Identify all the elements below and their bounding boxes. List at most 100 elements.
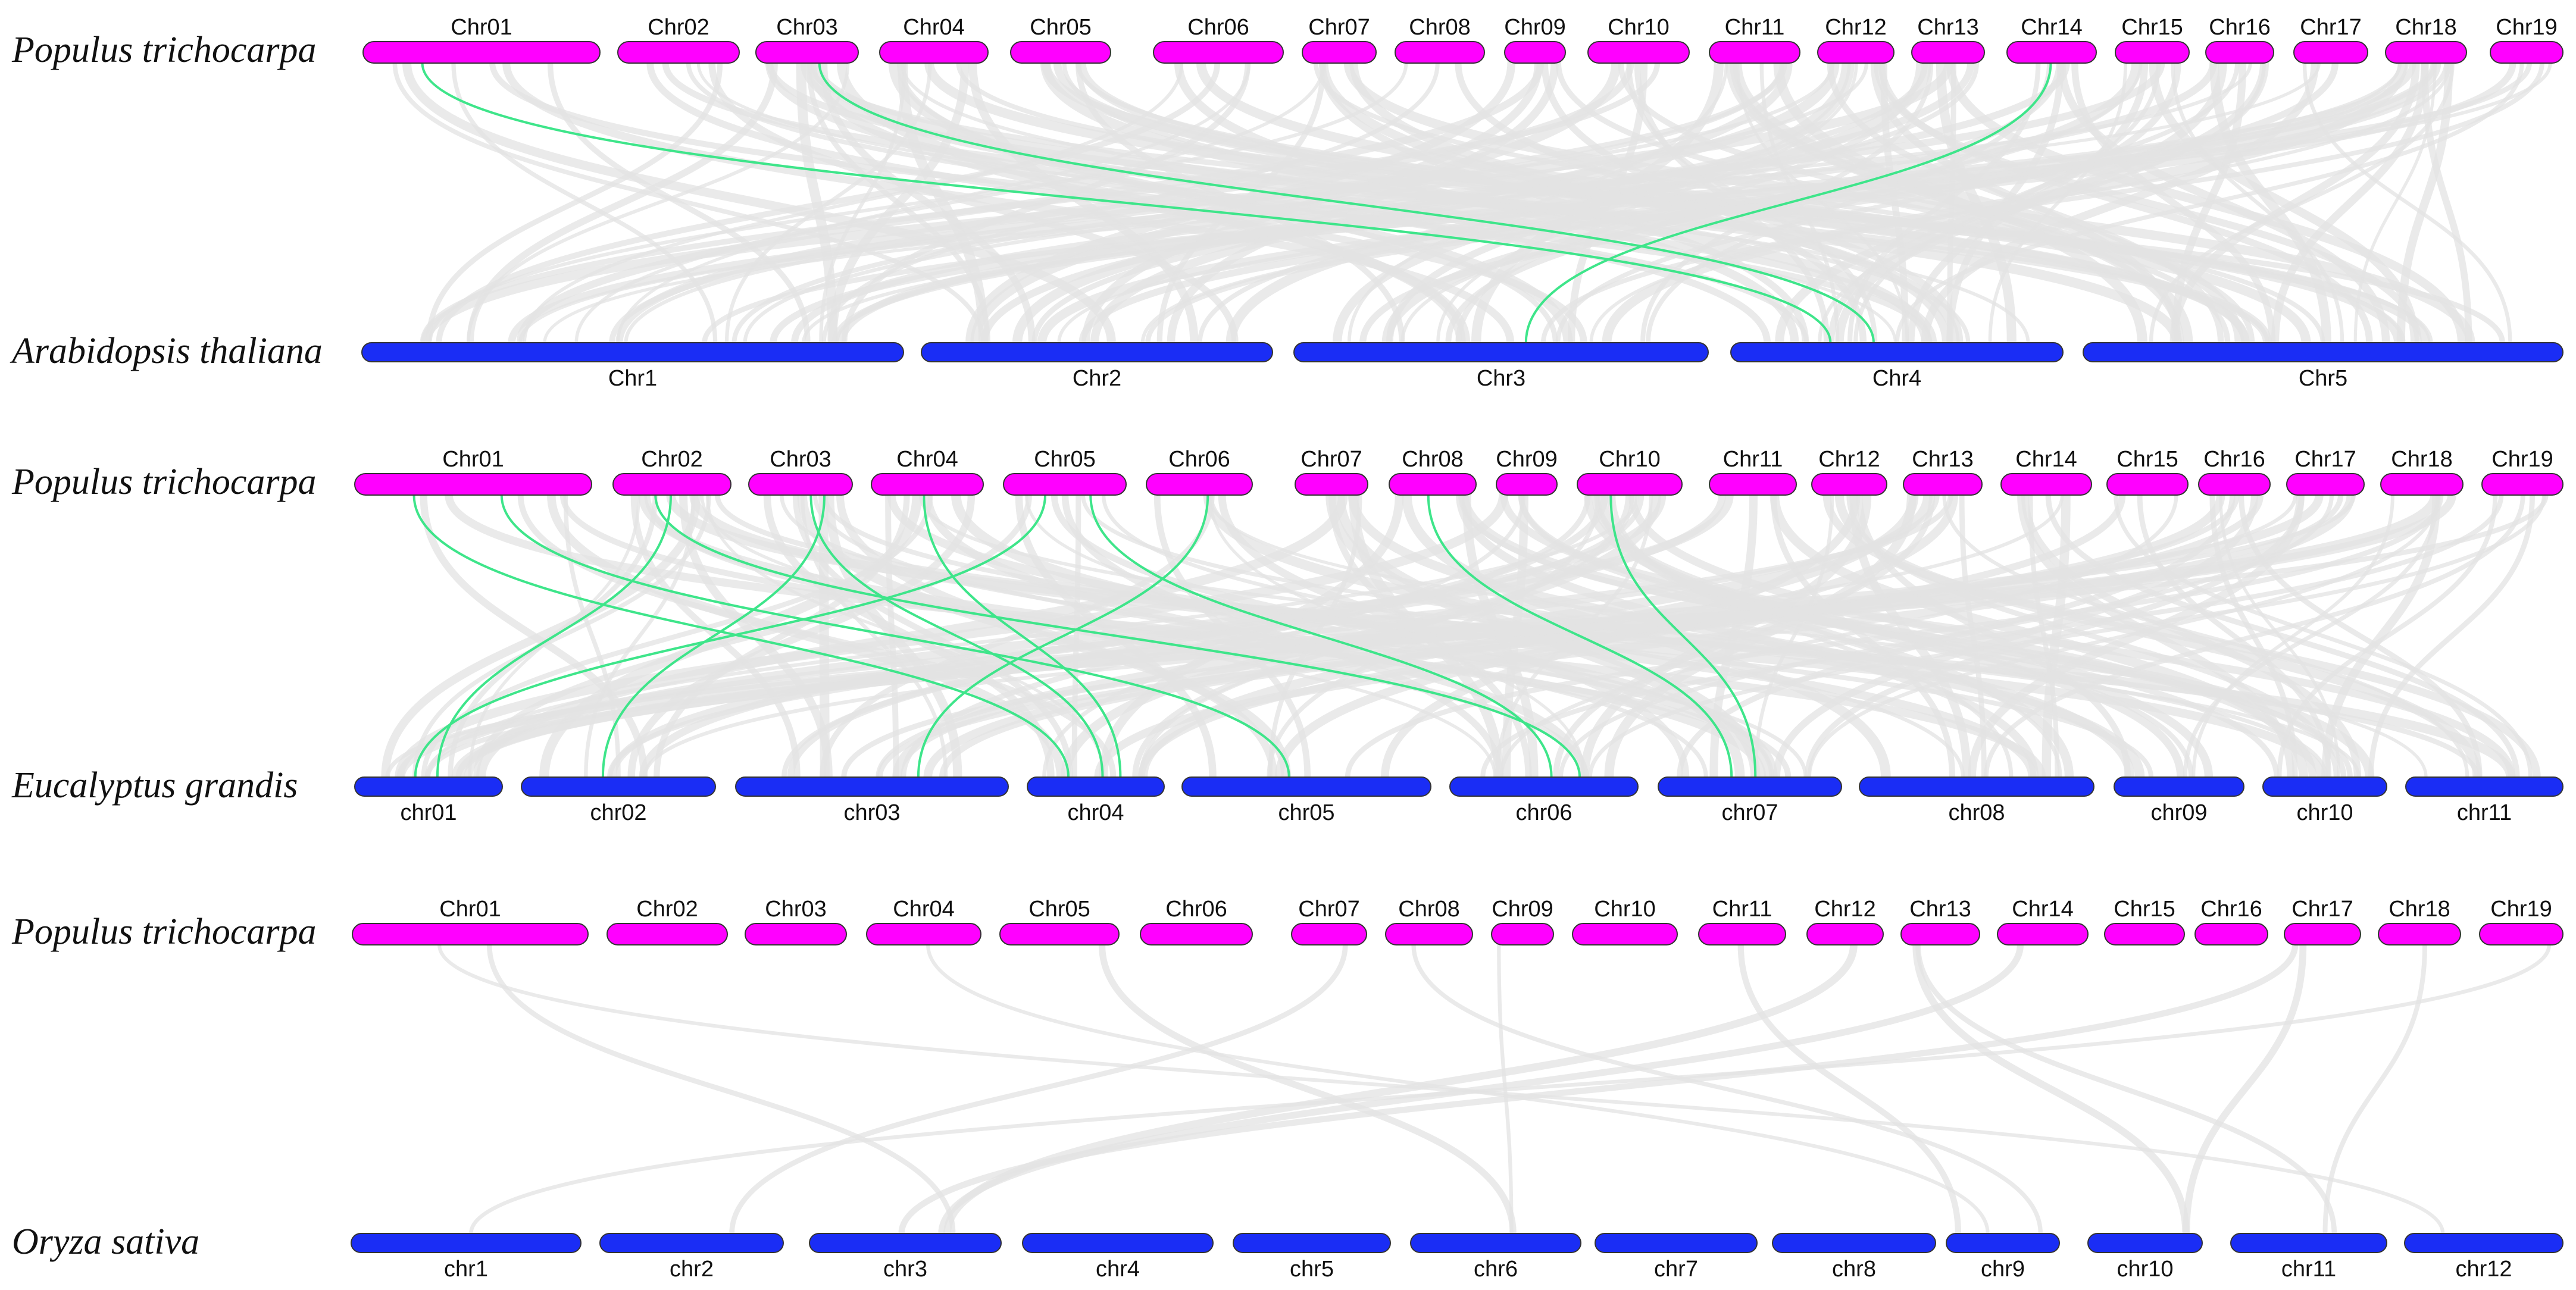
chromosome-label-bottom: chr03	[843, 800, 900, 825]
background-link	[2368, 492, 2536, 780]
background-link	[1753, 493, 1834, 779]
chromosome-label-top: Chr04	[896, 447, 958, 472]
chromosome-bar-top	[879, 41, 989, 64]
chromosome-bar-top	[1146, 473, 1253, 496]
chromosome-label-top: Chr03	[776, 15, 838, 40]
highlight-link	[809, 494, 1104, 778]
background-link	[836, 58, 1466, 347]
chromosome-label-bottom: Chr4	[1872, 366, 1921, 391]
chromosome-bar-top	[2380, 473, 2464, 496]
chromosome-bar-bottom	[1410, 1233, 1581, 1253]
chromosome-label-top: Chr08	[1398, 897, 1460, 922]
background-link	[1098, 941, 1517, 1237]
chromosome-bar-bottom	[1233, 1233, 1391, 1253]
chromosome-bar-top	[1295, 473, 1368, 496]
chromosome-bar-top	[2106, 473, 2189, 496]
chromosome-bar-bottom	[2083, 342, 2564, 362]
background-link	[2239, 492, 2483, 780]
chromosome-bar-top	[1709, 41, 1800, 64]
background-link	[1771, 491, 1956, 781]
background-link	[1912, 941, 2190, 1238]
background-link	[1606, 493, 2062, 779]
chromosome-label-bottom: Chr5	[2299, 366, 2347, 391]
highlight-link	[500, 494, 1290, 778]
chromosome-label-top: Chr01	[439, 897, 501, 922]
background-link	[2321, 490, 2441, 782]
highlight-link	[414, 494, 1047, 778]
chromosome-label-top: Chr17	[2291, 897, 2353, 922]
chromosome-label-bottom: chr02	[590, 800, 646, 825]
chromosome-label-bottom: chr5	[1290, 1257, 1334, 1282]
background-link	[2183, 941, 2307, 1237]
chromosome-bar-top	[2479, 923, 2564, 945]
chromosome-label-bottom: chr6	[1474, 1257, 1518, 1282]
chromosome-label-top: Chr02	[636, 897, 698, 922]
chromosome-label-top: Chr18	[2389, 897, 2450, 922]
chromosome-bar-top	[866, 923, 981, 945]
background-link	[1037, 58, 2441, 347]
highlight-link	[923, 494, 1122, 778]
chromosome-label-top: Chr05	[1030, 15, 1092, 40]
chromosome-bar-top	[2385, 41, 2467, 64]
chromosome-bar-bottom	[1730, 342, 2064, 362]
chromosome-label-top: Chr18	[2391, 447, 2453, 472]
background-link	[396, 490, 2324, 782]
background-link	[437, 943, 2445, 1236]
chromosome-label-bottom: chr05	[1278, 800, 1334, 825]
chromosome-label-top: Chr12	[1825, 15, 1887, 40]
background-link	[1805, 492, 2305, 780]
chromosome-bar-bottom	[1859, 776, 2094, 797]
background-links	[437, 941, 2552, 1238]
chromosome-bar-top	[745, 923, 847, 945]
background-link	[654, 491, 910, 781]
background-link	[1915, 942, 2337, 1236]
chromosome-label-top: Chr11	[1723, 447, 1783, 472]
chromosome-label-bottom: chr3	[883, 1257, 927, 1282]
chromosome-label-top: Chr19	[2496, 15, 2558, 40]
background-link	[486, 942, 956, 1236]
background-link	[1895, 61, 2524, 345]
synteny-panel-3: Populus trichocarpa Oryza sativa Chr01 Chr0…	[11, 897, 2564, 1282]
chromosome-bar-top	[2205, 41, 2274, 64]
chromosome-bar-bottom	[1293, 342, 1709, 362]
chromosome-bar-top	[617, 41, 740, 64]
chromosome-bar-top	[1698, 923, 1786, 945]
chromosome-label-top: Chr16	[2203, 447, 2265, 472]
highlight-link	[917, 494, 1209, 778]
chromosome-label-top: Chr13	[1917, 15, 1979, 40]
chromosome-bar-top	[607, 923, 728, 945]
chromosome-label-top: Chr06	[1187, 15, 1249, 40]
chromosome-label-bottom: chr12	[2455, 1257, 2512, 1282]
chromosome-label-top: Chr07	[1298, 897, 1360, 922]
chromosome-bar-top	[1900, 923, 1980, 945]
chromosome-bar-top	[1911, 41, 1985, 64]
chromosome-label-top: Chr10	[1594, 897, 1656, 922]
background-link	[1071, 492, 1081, 780]
chromosome-bar-top	[1572, 923, 1678, 945]
chromosome-bar-bottom	[2114, 776, 2244, 797]
chromosome-label-top: Chr02	[641, 447, 703, 472]
species-label-bottom: Oryza sativa	[12, 1222, 199, 1262]
background-link	[1497, 943, 1514, 1236]
background-link	[1737, 941, 1962, 1237]
background-link	[420, 60, 1661, 346]
background-links	[392, 58, 2552, 348]
background-link	[2171, 61, 2344, 345]
background-link	[436, 60, 1221, 346]
chromosome-label-bottom: chr11	[2457, 800, 2512, 825]
chromosome-bar-bottom	[1946, 1233, 2060, 1253]
chromosome-bar-bottom	[2087, 1233, 2203, 1253]
chromosome-label-top: Chr16	[2209, 15, 2271, 40]
chromosome-bar-top	[352, 923, 589, 945]
background-link	[729, 942, 1348, 1236]
chromosome-label-bottom: chr04	[1067, 800, 1124, 825]
chromosome-bar-top	[612, 473, 731, 496]
chromosome-bar-top	[1395, 41, 1485, 64]
chromosome-label-bottom: chr7	[1654, 1257, 1698, 1282]
chromosome-label-top: Chr03	[770, 447, 831, 472]
chromosome-bar-top	[1587, 41, 1690, 64]
background-links	[381, 490, 2549, 782]
chromosome-label-top: Chr01	[451, 15, 512, 40]
background-link	[1348, 490, 2135, 782]
background-link	[639, 491, 1667, 781]
